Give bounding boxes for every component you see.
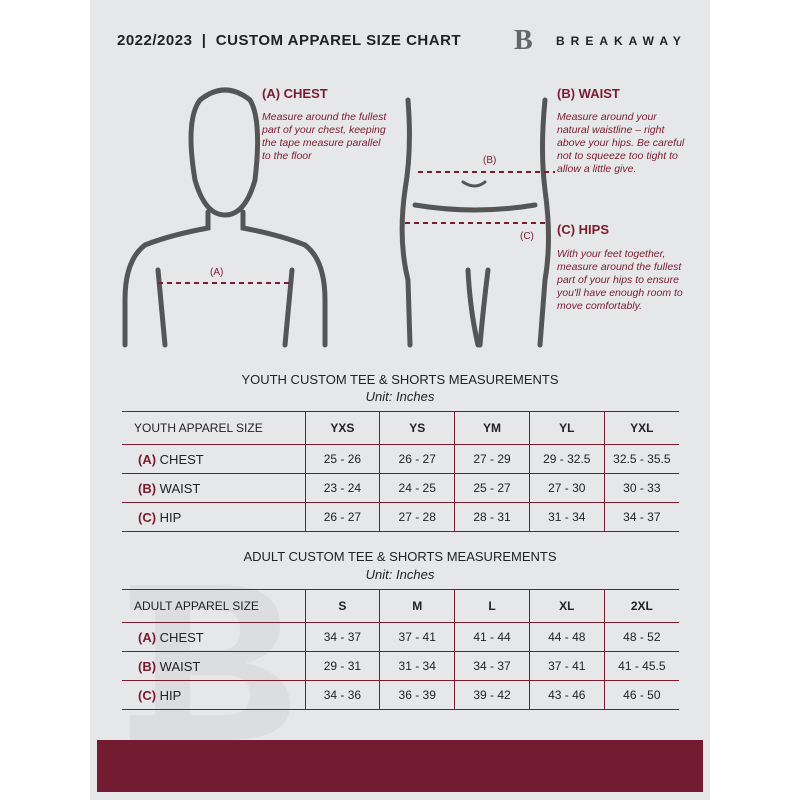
measurement-code: (C) (138, 509, 157, 525)
measurement-code: (C) (138, 687, 157, 703)
chest-heading: (A) CHEST (262, 86, 328, 101)
measurement-value: 46 - 50 (603, 680, 679, 710)
hips-heading: (C) HIPS (557, 222, 609, 237)
measurement-code: (B) (138, 658, 157, 674)
waist-instructions: Measure around your natural waistline – … (557, 111, 685, 175)
measurement-value: 34 - 37 (454, 651, 530, 681)
size-header: M (379, 589, 455, 623)
measurement-value: 43 - 46 (528, 680, 605, 710)
waist-marker: (B) (483, 155, 497, 166)
table-row: (C) HIP 34 - 36 36 - 39 39 - 42 43 - 46 46 - … (122, 680, 679, 710)
measurement-name: HIP (159, 509, 182, 525)
waist-heading: (B) WAIST (557, 86, 620, 101)
table-header-row: YOUTH APPAREL SIZE YXS YS YM YL YXL (122, 411, 679, 445)
measurement-label: (A) CHEST (122, 444, 305, 474)
measurement-value: 27 - 28 (379, 502, 455, 532)
size-header: YS (379, 411, 455, 445)
size-header: YL (528, 411, 605, 445)
size-header: 2XL (603, 589, 679, 623)
measurement-value: 39 - 42 (454, 680, 530, 710)
measurement-name: CHEST (159, 451, 204, 467)
size-header: YXS (304, 411, 380, 445)
adult-table-title: ADULT CUSTOM TEE & SHORTS MEASUREMENTS (243, 549, 557, 564)
measurement-value: 25 - 26 (304, 444, 380, 474)
table-row: (A) CHEST 25 - 26 26 - 27 27 - 29 29 - 32.5 3… (122, 444, 679, 474)
measurement-value: 48 - 52 (603, 622, 679, 652)
torso-outline-icon (122, 87, 551, 348)
measurement-code: (B) (138, 480, 157, 496)
adult-size-table: ADULT APPAREL SIZE S M L XL 2XL (A) CHES… (122, 589, 679, 710)
measurement-value: 32.5 - 35.5 (603, 444, 679, 474)
table-row: (A) CHEST 34 - 37 37 - 41 41 - 44 44 - 48 48 … (122, 622, 679, 652)
size-header: XL (528, 589, 605, 623)
measurement-value: 23 - 24 (304, 473, 380, 503)
brand-name: BREAKAWAY (556, 34, 687, 48)
measurement-code: (A) (138, 629, 157, 645)
hip-marker: (C) (520, 231, 534, 242)
measurement-label: (B) WAIST (122, 651, 305, 681)
chest-marker: (A) (210, 267, 224, 278)
measurement-label: (C) HIP (122, 680, 305, 710)
measurement-value: 26 - 27 (379, 444, 455, 474)
measurement-value: 41 - 45.5 (603, 651, 679, 681)
measurement-name: WAIST (159, 658, 201, 674)
measurement-value: 34 - 37 (603, 502, 679, 532)
footer-band (97, 740, 703, 792)
measurement-label: (B) WAIST (122, 473, 305, 503)
body-illustrations (122, 87, 555, 348)
size-header: L (454, 589, 530, 623)
measurement-value: 26 - 27 (304, 502, 380, 532)
brand-logo: B (514, 25, 533, 56)
measurement-value: 29 - 32.5 (528, 444, 605, 474)
measurement-value: 34 - 37 (304, 622, 380, 652)
size-header: S (304, 589, 380, 623)
size-label: ADULT APPAREL SIZE (122, 589, 305, 623)
measurement-value: 36 - 39 (379, 680, 455, 710)
size-label: YOUTH APPAREL SIZE (122, 411, 305, 445)
size-header: YM (454, 411, 530, 445)
measurement-value: 28 - 31 (454, 502, 530, 532)
table-row: (B) WAIST 23 - 24 24 - 25 25 - 27 27 - 30 30 … (122, 473, 679, 503)
measurement-name: WAIST (159, 480, 201, 496)
measurement-label: (A) CHEST (122, 622, 305, 652)
hips-instructions: With your feet together, measure around … (557, 248, 683, 312)
measurement-value: 30 - 33 (603, 473, 679, 503)
page-title: 2022/2023 | CUSTOM APPAREL SIZE CHART (117, 32, 462, 49)
measurement-value: 41 - 44 (454, 622, 530, 652)
chest-instructions: Measure around the fullest part of your … (262, 111, 387, 162)
measurement-name: CHEST (159, 629, 204, 645)
youth-size-table: YOUTH APPAREL SIZE YXS YS YM YL YXL (A) … (122, 411, 679, 532)
table-header-row: ADULT APPAREL SIZE S M L XL 2XL (122, 589, 679, 623)
measurement-value: 37 - 41 (379, 622, 455, 652)
measurement-value: 24 - 25 (379, 473, 455, 503)
youth-unit: Unit: Inches (365, 389, 435, 404)
measurement-value: 31 - 34 (379, 651, 455, 681)
measurement-value: 25 - 27 (454, 473, 530, 503)
measurement-value: 44 - 48 (528, 622, 605, 652)
youth-table-title: YOUTH CUSTOM TEE & SHORTS MEASUREMENTS (241, 372, 559, 387)
measurement-label: (C) HIP (122, 502, 305, 532)
measurement-value: 29 - 31 (304, 651, 380, 681)
table-row: (C) HIP 26 - 27 27 - 28 28 - 31 31 - 34 34 - … (122, 502, 679, 532)
table-row: (B) WAIST 29 - 31 31 - 34 34 - 37 37 - 41 41 … (122, 651, 679, 681)
adult-unit: Unit: Inches (365, 567, 435, 582)
measurement-value: 27 - 30 (528, 473, 605, 503)
measurement-value: 31 - 34 (528, 502, 605, 532)
measurement-code: (A) (138, 451, 157, 467)
measurement-value: 37 - 41 (528, 651, 605, 681)
measurement-name: HIP (159, 687, 182, 703)
size-header: YXL (603, 411, 679, 445)
measurement-value: 34 - 36 (304, 680, 380, 710)
measurement-value: 27 - 29 (454, 444, 530, 474)
